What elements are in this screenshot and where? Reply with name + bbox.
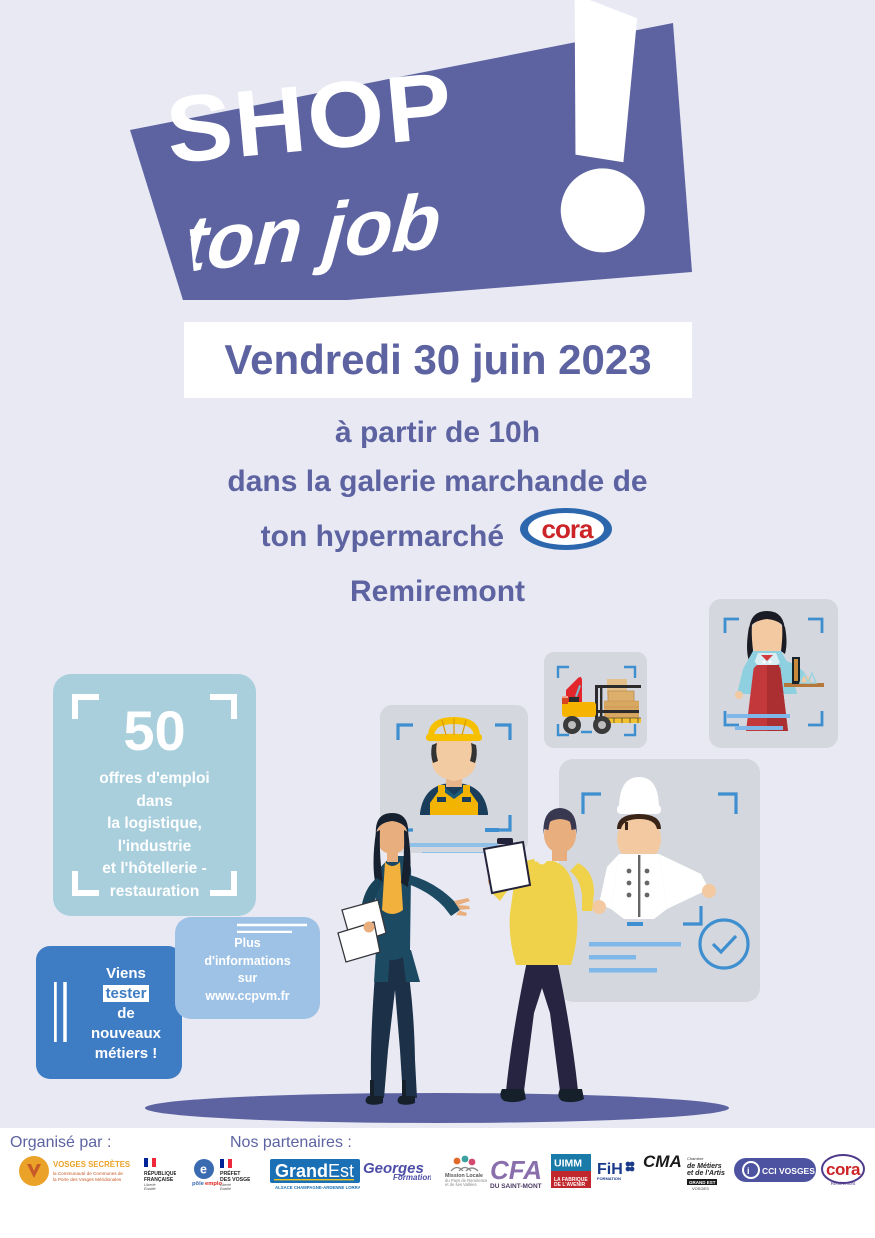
svg-text:DU SAINT-MONT: DU SAINT-MONT xyxy=(490,1183,542,1190)
svg-text:Remiremont: Remiremont xyxy=(831,1181,856,1186)
svg-text:Égalité: Égalité xyxy=(144,1186,156,1190)
svg-text:Égalité: Égalité xyxy=(220,1186,231,1190)
svg-text:RÉPUBLIQUE: RÉPUBLIQUE xyxy=(144,1169,176,1177)
svg-text:e: e xyxy=(200,1163,207,1177)
svg-text:PRÉFET: PRÉFET xyxy=(220,1169,241,1177)
svg-text:la Porte des Vosges Méridional: la Porte des Vosges Méridionales xyxy=(53,1177,122,1182)
svg-text:et de ses Vallées: et de ses Vallées xyxy=(445,1182,477,1187)
svg-text:CFA: CFA xyxy=(490,1155,542,1185)
svg-text:UIMM: UIMM xyxy=(554,1158,582,1170)
svg-text:Formations: Formations xyxy=(393,1173,431,1182)
svg-text:ALSACE CHAMPAGNE-ARDENNE LORRA: ALSACE CHAMPAGNE-ARDENNE LORRAINE xyxy=(275,1185,360,1190)
svg-text:Chambre: Chambre xyxy=(687,1156,704,1161)
svg-text:cora: cora xyxy=(826,1160,861,1179)
svg-text:GRAND EST: GRAND EST xyxy=(689,1180,716,1185)
svg-text:i: i xyxy=(747,1166,750,1176)
svg-text:de Métiers: de Métiers xyxy=(687,1163,722,1170)
svg-text:et de l'Artisanat: et de l'Artisanat xyxy=(687,1170,725,1177)
svg-text:VOSGES: VOSGES xyxy=(692,1186,709,1191)
svg-text:VOSGES SECRÈTES: VOSGES SECRÈTES xyxy=(53,1160,130,1169)
svg-text:pôle: pôle xyxy=(192,1181,205,1187)
svg-text:CCI VOSGES: CCI VOSGES xyxy=(762,1166,815,1176)
svg-text:CMA: CMA xyxy=(643,1152,681,1171)
svg-text:DE L'AVENIR: DE L'AVENIR xyxy=(554,1182,585,1188)
svg-text:GrandEst: GrandEst xyxy=(275,1161,354,1181)
svg-text:la Communauté de Communes de: la Communauté de Communes de xyxy=(53,1171,123,1176)
svg-text:FORMATION: FORMATION xyxy=(597,1176,621,1181)
